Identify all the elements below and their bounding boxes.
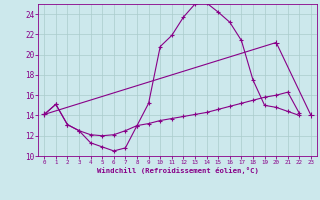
X-axis label: Windchill (Refroidissement éolien,°C): Windchill (Refroidissement éolien,°C) (97, 167, 259, 174)
